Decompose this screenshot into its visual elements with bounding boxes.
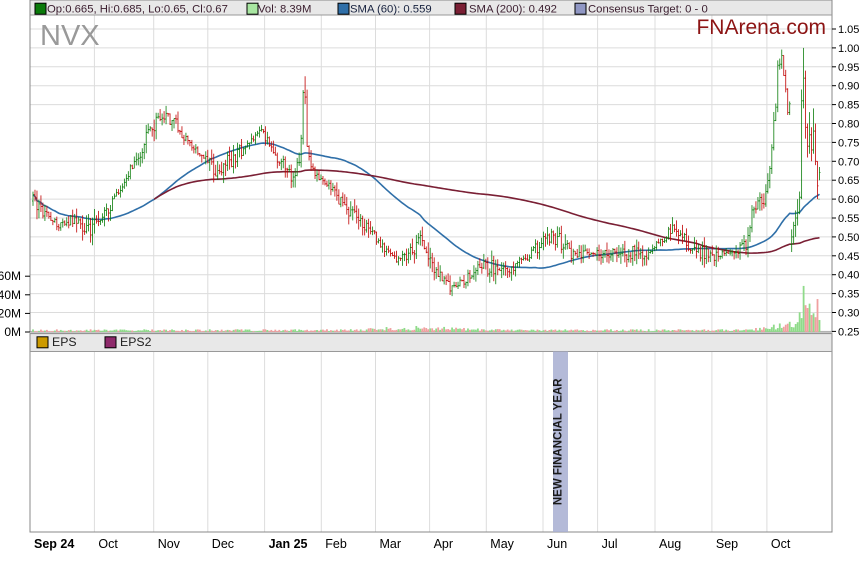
svg-text:40M: 40M (0, 288, 21, 302)
svg-text:Jun: Jun (547, 537, 567, 551)
svg-text:NEW FINANCIAL YEAR: NEW FINANCIAL YEAR (553, 378, 565, 505)
svg-text:0.90: 0.90 (838, 81, 859, 93)
svg-text:Apr: Apr (434, 537, 453, 551)
svg-text:FNArena.com: FNArena.com (696, 16, 826, 39)
svg-text:May: May (490, 537, 514, 551)
svg-text:EPS2: EPS2 (120, 335, 152, 349)
svg-text:EPS: EPS (52, 335, 77, 349)
svg-text:0.70: 0.70 (838, 156, 859, 168)
svg-text:SMA (60): 0.559: SMA (60): 0.559 (350, 3, 432, 15)
svg-text:SMA (200): 0.492: SMA (200): 0.492 (469, 3, 557, 15)
svg-text:Feb: Feb (325, 537, 347, 551)
svg-text:Oct: Oct (771, 537, 791, 551)
svg-text:0.65: 0.65 (838, 175, 859, 187)
svg-text:Oct: Oct (98, 537, 118, 551)
svg-text:Aug: Aug (659, 537, 681, 551)
svg-text:0.95: 0.95 (838, 62, 859, 74)
svg-text:1.05: 1.05 (838, 24, 859, 36)
svg-text:Mar: Mar (380, 537, 402, 551)
svg-text:0.40: 0.40 (838, 270, 859, 282)
svg-text:0.35: 0.35 (838, 289, 859, 301)
svg-text:20M: 20M (0, 306, 21, 320)
svg-text:60M: 60M (0, 269, 21, 283)
svg-text:Jan 25: Jan 25 (269, 537, 308, 551)
svg-text:0M: 0M (4, 325, 21, 339)
svg-text:Consensus Target: 0 - 0: Consensus Target: 0 - 0 (588, 3, 708, 15)
svg-text:0.75: 0.75 (838, 137, 859, 149)
svg-text:Vol: 8.39M: Vol: 8.39M (258, 3, 311, 15)
svg-text:Jul: Jul (602, 537, 618, 551)
svg-text:0.85: 0.85 (838, 100, 859, 112)
svg-text:Op:0.665, Hi:0.685, Lo:0.65, C: Op:0.665, Hi:0.685, Lo:0.65, Cl:0.67 (47, 3, 228, 15)
svg-text:0.50: 0.50 (838, 232, 859, 244)
svg-text:1.00: 1.00 (838, 43, 859, 55)
svg-text:0.80: 0.80 (838, 119, 859, 131)
svg-text:0.25: 0.25 (838, 326, 859, 338)
svg-text:Sep: Sep (716, 537, 738, 551)
svg-text:0.55: 0.55 (838, 213, 859, 225)
svg-text:Nov: Nov (158, 537, 181, 551)
svg-text:Dec: Dec (212, 537, 234, 551)
svg-text:0.45: 0.45 (838, 251, 859, 263)
svg-text:0.60: 0.60 (838, 194, 859, 206)
svg-text:0.30: 0.30 (838, 308, 859, 320)
svg-text:NVX: NVX (40, 20, 100, 52)
svg-text:Sep 24: Sep 24 (34, 537, 74, 551)
